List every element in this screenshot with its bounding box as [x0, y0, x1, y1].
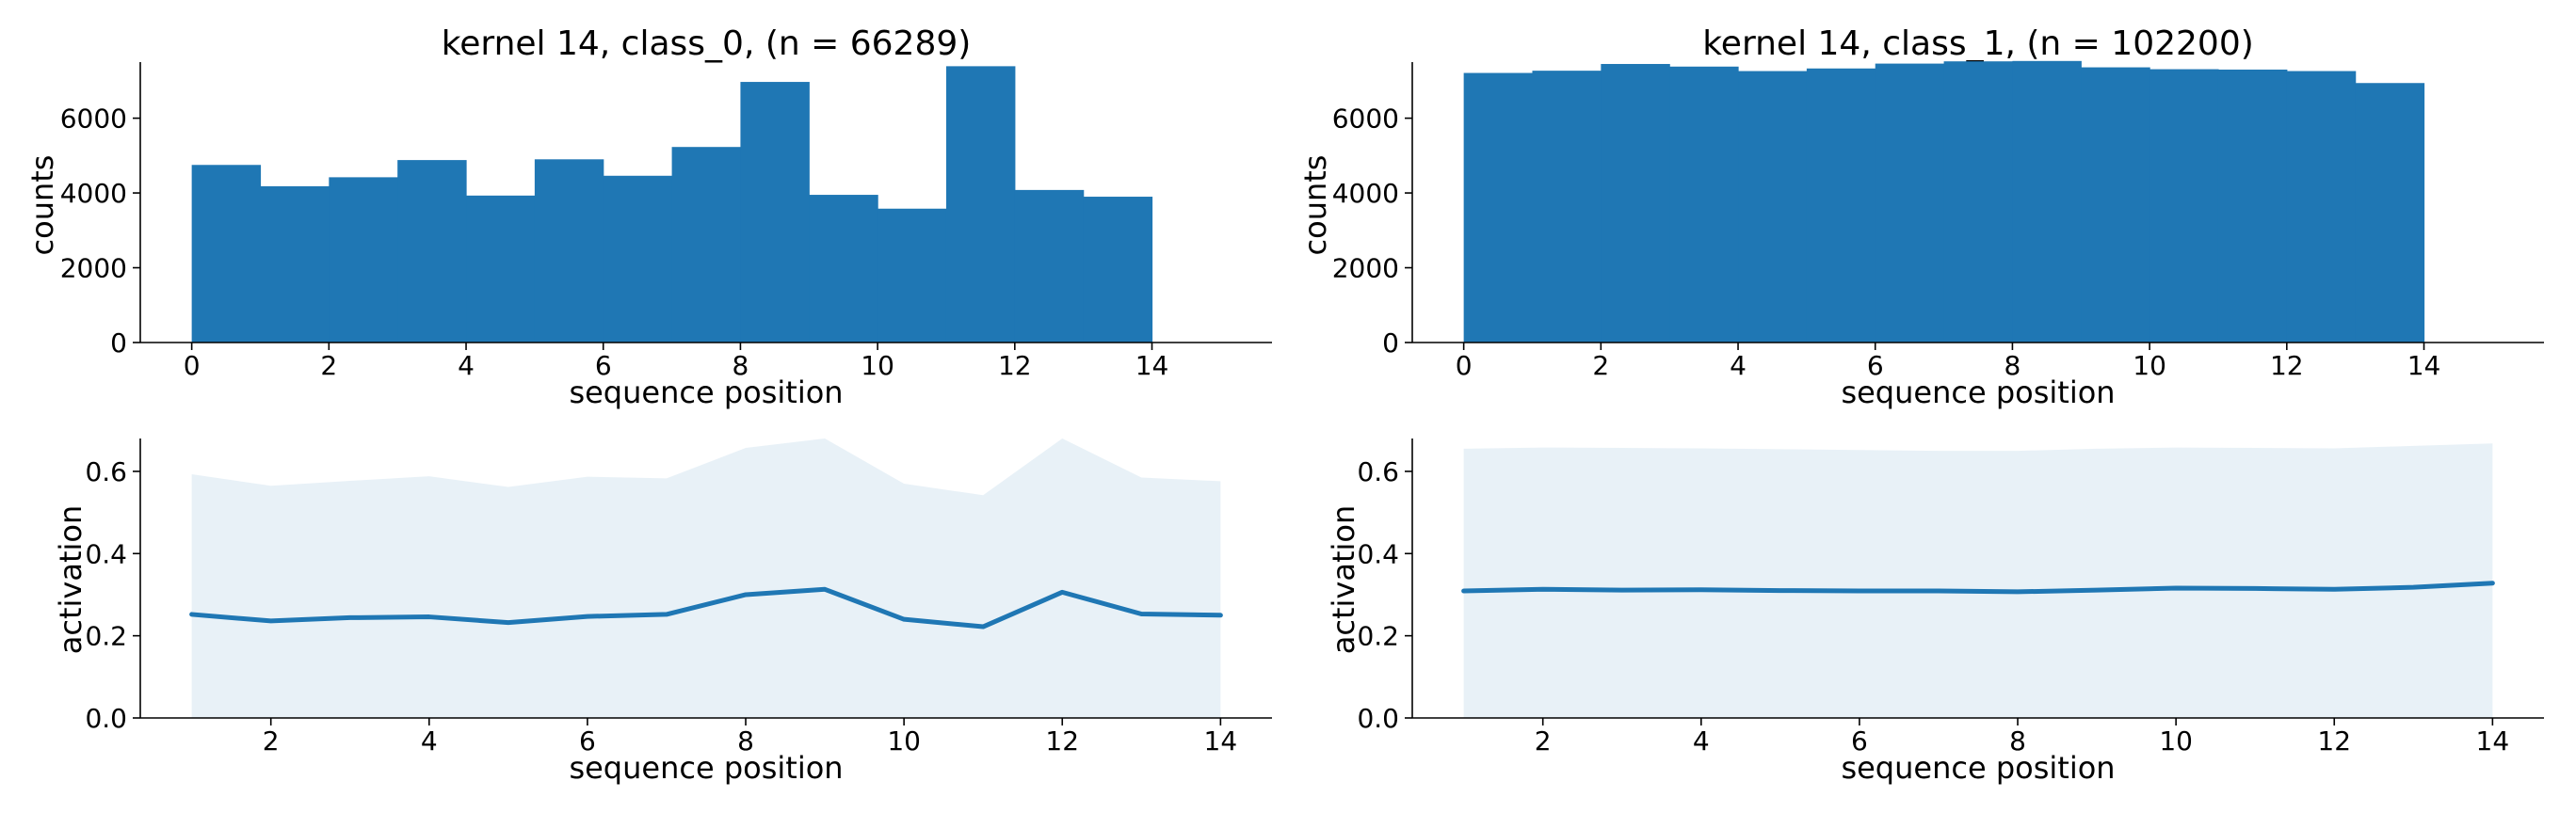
x-tick-label: 0: [1456, 350, 1473, 381]
x-tick-label: 10: [2133, 350, 2166, 381]
histogram-bar: [2081, 67, 2150, 343]
histogram-bar: [877, 208, 947, 343]
chart-title: kernel 14, class_0, (n = 66289): [442, 24, 972, 63]
x-tick-label: 4: [458, 350, 475, 381]
histogram-bar: [1463, 72, 1534, 343]
histogram-bar: [2286, 71, 2357, 343]
x-tick-label: 8: [737, 725, 754, 757]
x-tick-label: 6: [1867, 350, 1884, 381]
histogram-class-1: kernel 14, class_1, (n = 102200) sequenc…: [1297, 24, 2544, 410]
x-tick-label: 14: [1204, 725, 1238, 757]
x-axis-label: sequence position: [569, 375, 843, 410]
y-tick-label: 6000: [1332, 104, 1399, 135]
histogram-bar: [260, 185, 330, 343]
y-tick-label: 2000: [1332, 253, 1399, 284]
y-axis-label: counts: [1297, 155, 1333, 256]
x-tick-label: 6: [1851, 725, 1868, 757]
histogram-bar: [1875, 63, 1945, 343]
y-tick-label: 0: [110, 327, 127, 359]
x-tick-label: 8: [733, 350, 749, 381]
x-tick-label: 10: [861, 350, 894, 381]
x-tick-label: 12: [998, 350, 1032, 381]
x-tick-label: 12: [2317, 725, 2351, 757]
x-tick-label: 0: [184, 350, 201, 381]
histogram-bar: [740, 82, 810, 343]
x-tick-label: 2: [263, 725, 280, 757]
chart-title: kernel 14, class_1, (n = 102200): [1702, 24, 2254, 63]
y-tick-label: 4000: [1332, 178, 1399, 209]
x-tick-label: 10: [2159, 725, 2193, 757]
x-tick-label: 2: [1535, 725, 1552, 757]
histogram-bar: [603, 175, 673, 343]
x-tick-label: 14: [2476, 725, 2510, 757]
y-tick-label: 0.6: [1357, 456, 1399, 487]
histogram-bar: [534, 159, 604, 343]
x-tick-label: 4: [1693, 725, 1710, 757]
histogram-bar: [466, 195, 536, 343]
histogram-bar: [397, 160, 467, 343]
activation-line: [189, 586, 1223, 630]
histogram-bar: [1014, 189, 1085, 343]
histogram-bar: [1669, 66, 1739, 343]
y-tick-label: 0.4: [1357, 538, 1399, 569]
y-tick-label: 6000: [60, 104, 127, 135]
activation-plot-class-0: sequence position activation 2 4 6 8 10 12 14 0…: [53, 438, 1272, 786]
histogram-bar: [1601, 63, 1670, 343]
y-tick-label: 0.0: [1357, 703, 1399, 734]
x-tick-label: 8: [2009, 725, 2026, 757]
x-tick-label: 6: [595, 350, 612, 381]
histogram-bar: [1738, 71, 1808, 343]
x-tick-label: 8: [2004, 350, 2021, 381]
y-tick-label: 0.0: [85, 703, 127, 734]
activation-plot-class-1: sequence position activation 2 4 6 8 10 12 14 0…: [1326, 438, 2544, 786]
activation-band: [1463, 443, 2493, 718]
y-tick-label: 2000: [60, 253, 127, 284]
histogram-bar: [329, 177, 398, 343]
y-axis-label: activation: [53, 505, 89, 654]
x-tick-label: 6: [579, 725, 596, 757]
x-tick-label: 14: [1135, 350, 1169, 381]
histogram-bar: [1083, 197, 1153, 343]
histogram-bar: [809, 195, 878, 343]
histogram-bar: [945, 66, 1016, 343]
activation-band: [191, 438, 1221, 718]
y-axis-label: counts: [24, 155, 60, 256]
x-axis-label: sequence position: [1841, 750, 2115, 786]
histogram-bar: [191, 165, 262, 343]
histogram-bar: [2355, 83, 2425, 343]
histogram-bar: [671, 147, 742, 343]
y-tick-label: 0.4: [85, 538, 127, 569]
x-axis-label: sequence position: [569, 750, 843, 786]
y-tick-label: 0.6: [85, 456, 127, 487]
x-tick-label: 12: [1045, 725, 1079, 757]
y-tick-label: 0: [1382, 327, 1399, 359]
x-tick-label: 4: [421, 725, 438, 757]
histogram-bar: [1532, 71, 1602, 343]
histogram-bar: [2149, 69, 2219, 343]
y-tick-label: 0.2: [1357, 621, 1399, 652]
x-tick-label: 10: [887, 725, 921, 757]
histogram-class-0: kernel 14, class_0, (n = 66289) sequence…: [24, 24, 1272, 410]
histogram-bar: [1943, 61, 2014, 343]
activation-line: [1461, 581, 2495, 595]
y-tick-label: 4000: [60, 178, 127, 209]
histogram-bar: [1806, 68, 1876, 343]
x-axis-label: sequence position: [1841, 375, 2115, 410]
x-tick-label: 12: [2270, 350, 2304, 381]
y-axis-label: activation: [1326, 505, 1361, 654]
x-tick-label: 2: [1592, 350, 1609, 381]
y-tick-label: 0.2: [85, 621, 127, 652]
x-tick-label: 2: [320, 350, 337, 381]
x-tick-label: 14: [2407, 350, 2441, 381]
histogram-bar: [2217, 69, 2288, 343]
histogram-bar: [2012, 60, 2082, 343]
x-tick-label: 4: [1730, 350, 1747, 381]
